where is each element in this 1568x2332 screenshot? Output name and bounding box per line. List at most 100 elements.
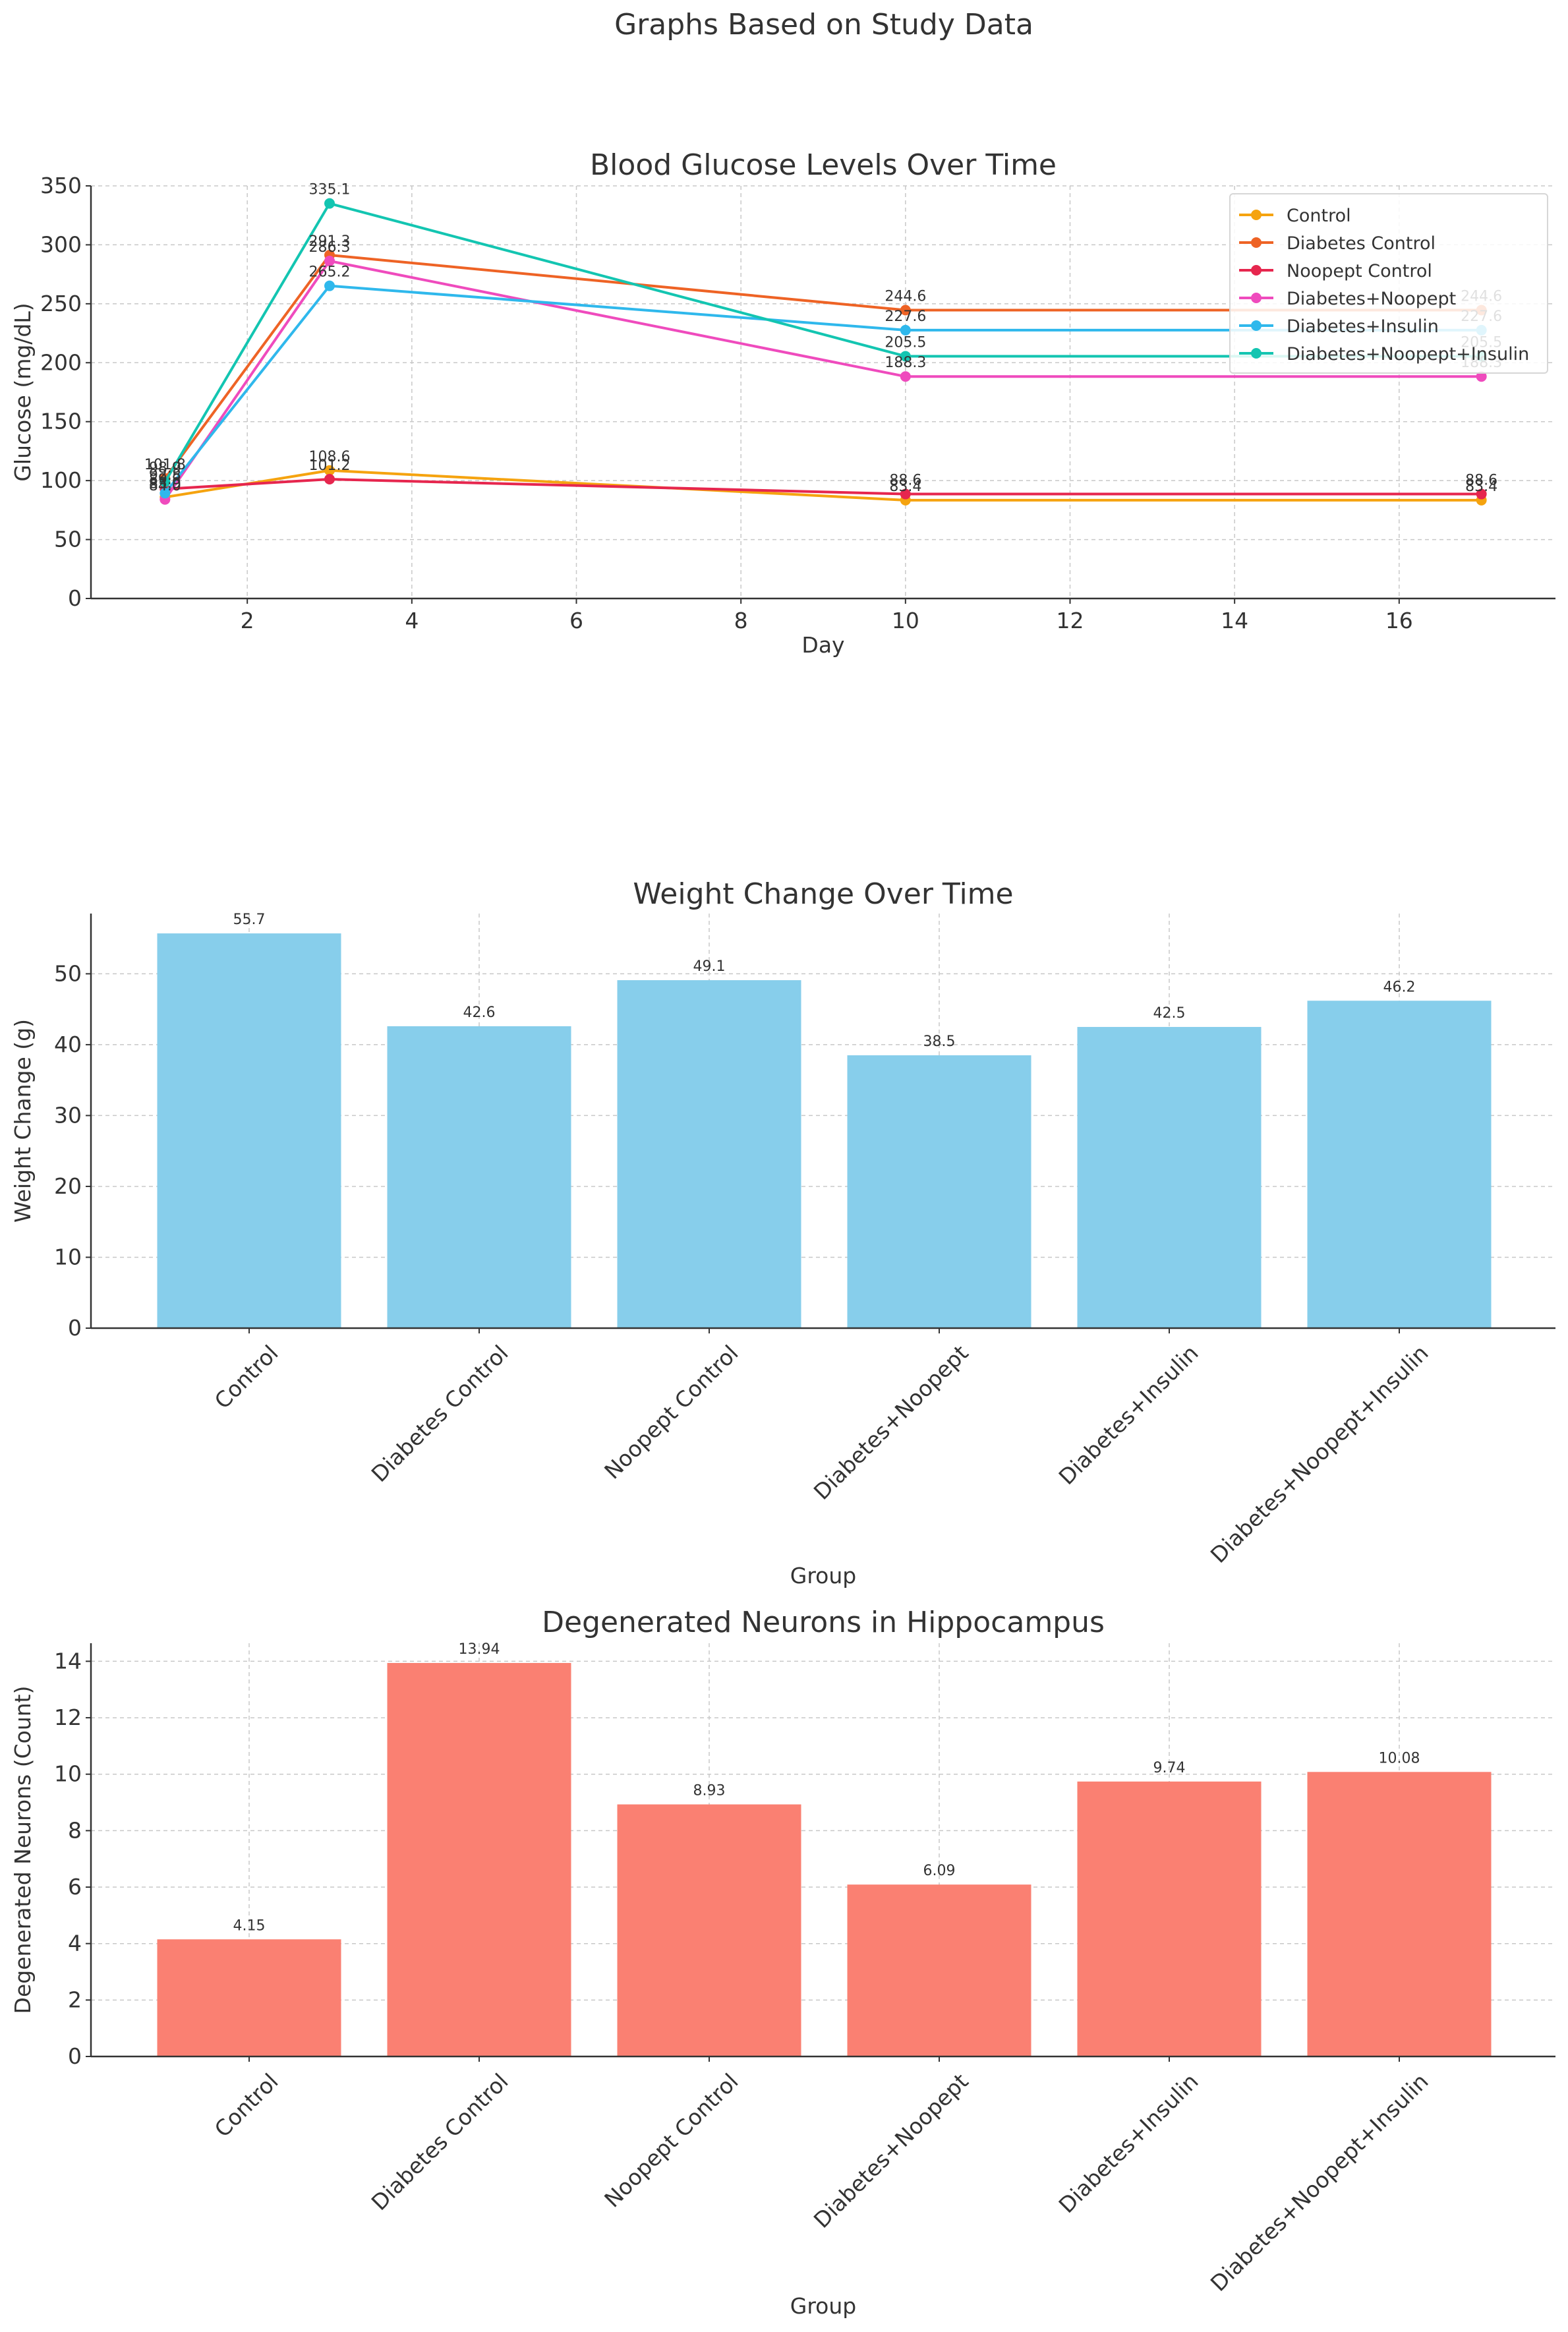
bar xyxy=(1077,1027,1262,1328)
x-tick-label: 2 xyxy=(241,608,254,633)
legend-label: Diabetes+Noopept+Insulin xyxy=(1287,344,1529,364)
bar xyxy=(387,1026,571,1328)
data-point xyxy=(900,488,911,500)
data-point xyxy=(900,305,911,316)
x-tick-label: 8 xyxy=(734,608,748,633)
point-label: 188.3 xyxy=(885,355,926,371)
legend-label: Diabetes+Noopept xyxy=(1287,289,1456,309)
bar-value-label: 46.2 xyxy=(1383,979,1416,995)
bar xyxy=(617,980,801,1328)
data-point xyxy=(900,371,911,382)
point-label: 89.3 xyxy=(149,471,181,488)
bar xyxy=(1307,1001,1492,1328)
x-tick-label: Control xyxy=(210,1340,283,1414)
bar-value-label: 13.94 xyxy=(459,1641,500,1658)
bar xyxy=(847,1055,1031,1328)
bar xyxy=(1307,1772,1492,2056)
y-axis-label: Degenerated Neurons (Count) xyxy=(10,1686,36,2014)
y-tick-label: 0 xyxy=(68,585,82,611)
bar-value-label: 42.5 xyxy=(1153,1005,1186,1022)
y-tick-label: 50 xyxy=(54,527,82,552)
point-label: 88.6 xyxy=(889,473,921,489)
x-tick-label: 4 xyxy=(405,608,419,633)
legend-marker xyxy=(1251,237,1262,248)
x-tick-label: 10 xyxy=(892,608,919,633)
x-tick-label: Diabetes+Noopept xyxy=(809,1340,973,1505)
legend-label: Noopept Control xyxy=(1287,261,1432,281)
legend-label: Control xyxy=(1287,206,1351,226)
bar-value-label: 8.93 xyxy=(693,1783,726,1799)
point-label: 101.8 xyxy=(144,457,186,473)
weight-chart: 0 10 20 30 40 50 Weight Change Over Time Weight… xyxy=(10,877,1555,1589)
legend-marker xyxy=(1251,348,1262,359)
point-label: 265.2 xyxy=(309,264,351,281)
legend-box xyxy=(1229,193,1548,374)
point-label: 98.9 xyxy=(149,460,181,477)
data-point xyxy=(900,324,911,335)
point-label: 291.3 xyxy=(309,233,351,250)
chart-title: Weight Change Over Time xyxy=(633,877,1013,911)
bar-value-label: 42.6 xyxy=(463,1005,496,1021)
bar-value-label: 49.1 xyxy=(693,958,726,975)
y-tick-label: 30 xyxy=(54,1102,82,1128)
point-label: 92.8 xyxy=(149,467,181,484)
x-axis-label: Day xyxy=(801,632,844,658)
point-label: 84.0 xyxy=(149,478,181,494)
bar xyxy=(847,1884,1031,2056)
bar-value-label: 10.08 xyxy=(1379,1750,1420,1766)
x-tick-label: Control xyxy=(210,2068,283,2142)
bar-value-label: 9.74 xyxy=(1153,1760,1186,1776)
glucose-chart: 2 4 6 8 10 12 14 16 0 50 100 150 200 250 300 350 Blood G… xyxy=(10,148,1555,658)
y-tick-label: 10 xyxy=(54,1761,82,1787)
point-label: 286.3 xyxy=(309,239,351,256)
point-label: 88.6 xyxy=(1465,473,1497,489)
data-point xyxy=(1476,488,1487,500)
data-point xyxy=(1476,371,1487,382)
y-tick-label: 6 xyxy=(68,1874,82,1900)
y-tick-label: 4 xyxy=(68,1931,82,1956)
legend-marker xyxy=(1251,210,1262,220)
y-tick-label: 350 xyxy=(40,173,82,198)
data-point xyxy=(324,473,335,484)
neurons-chart: 0 2 4 6 8 10 12 14 Degenerated Neurons in Hippoc… xyxy=(10,1606,1555,2319)
figure-suptitle: Graphs Based on Study Data xyxy=(614,8,1033,42)
y-tick-label: 20 xyxy=(54,1173,82,1199)
x-tick-label: Diabetes+Insulin xyxy=(1054,1340,1204,1490)
x-tick-label: Diabetes Control xyxy=(366,2068,513,2215)
x-tick-label: 16 xyxy=(1385,608,1413,633)
bar-value-label: 38.5 xyxy=(923,1034,956,1050)
y-tick-label: 12 xyxy=(54,1705,82,1730)
bar-value-label: 6.09 xyxy=(923,1863,956,1879)
legend-label: Diabetes Control xyxy=(1287,233,1436,254)
y-tick-label: 8 xyxy=(68,1817,82,1843)
y-tick-label: 0 xyxy=(68,2043,82,2069)
point-label: 108.6 xyxy=(309,449,351,465)
data-point xyxy=(324,255,335,266)
point-label: 85.9 xyxy=(149,475,181,492)
data-point xyxy=(900,351,911,362)
series-line xyxy=(165,469,1482,502)
series-line xyxy=(163,284,1482,494)
x-tick-label: Diabetes+Noopept xyxy=(809,2068,973,2233)
data-point xyxy=(324,465,335,476)
bar xyxy=(1077,1781,1262,2056)
series-line xyxy=(163,253,1482,480)
y-tick-label: 250 xyxy=(40,291,82,316)
x-tick-label: Diabetes Control xyxy=(366,1340,513,1487)
y-tick-label: 2 xyxy=(68,1987,82,2012)
x-tick-label: 6 xyxy=(569,608,583,633)
x-tick-label: Diabetes+Insulin xyxy=(1054,2068,1204,2218)
legend-label: Diabetes+Insulin xyxy=(1287,316,1439,337)
y-tick-label: 40 xyxy=(54,1032,82,1057)
bar xyxy=(157,1939,341,2056)
y-tick-label: 14 xyxy=(54,1648,82,1674)
x-axis-label: Group xyxy=(790,1563,856,1589)
point-label: 83.4 xyxy=(1465,479,1497,495)
x-tick-label: Noopept Control xyxy=(599,1340,743,1484)
chart-title: Blood Glucose Levels Over Time xyxy=(590,148,1057,182)
point-label: 101.2 xyxy=(309,457,351,474)
y-tick-label: 0 xyxy=(68,1315,82,1341)
bar-value-label: 55.7 xyxy=(233,912,266,928)
y-axis-label: Glucose (mg/dL) xyxy=(10,303,36,481)
